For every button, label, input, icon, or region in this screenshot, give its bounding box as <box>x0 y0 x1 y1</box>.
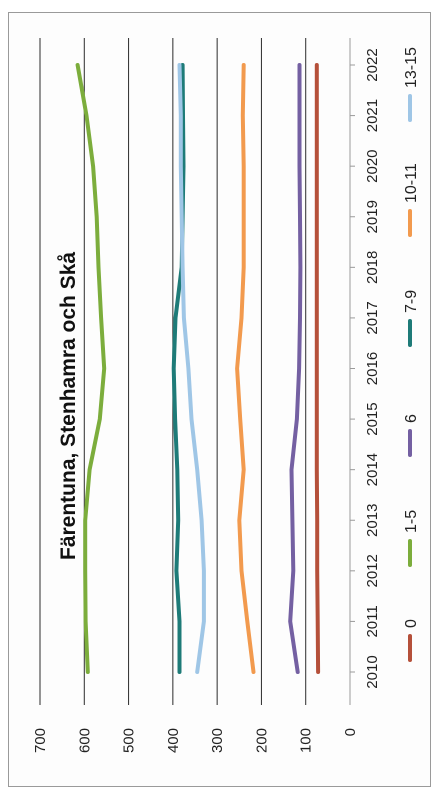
x-tick-label: 2012 <box>364 554 381 587</box>
x-tick-label: 2014 <box>364 453 381 486</box>
chart-title: Färentuna, Stenhamra och Skå <box>57 252 80 560</box>
series-line-0 <box>314 63 321 674</box>
y-tick-label: 500 <box>121 728 138 753</box>
y-tick-label: 300 <box>209 728 226 753</box>
x-tick-label: 2016 <box>364 352 381 385</box>
x-tick-label: 2022 <box>364 48 381 81</box>
x-tick-label: 2018 <box>364 251 381 284</box>
x-tick-label: 2010 <box>364 655 381 688</box>
x-tick-label: 2019 <box>364 200 381 233</box>
legend-label: 10-11 <box>403 163 420 203</box>
y-tick-label: 100 <box>298 728 315 753</box>
x-tick-label: 2011 <box>364 605 381 637</box>
series-line-13-15 <box>177 63 206 674</box>
chart-frame <box>8 12 431 787</box>
y-tick-label: 600 <box>76 728 93 753</box>
x-tick-label: 2017 <box>364 301 381 334</box>
series-line-10-11 <box>235 63 256 674</box>
y-tick-label: 400 <box>165 728 182 753</box>
legend-label: 1-5 <box>403 510 420 533</box>
legend-label: 13-15 <box>403 47 420 88</box>
y-tick-label: 700 <box>32 728 49 753</box>
x-tick-label: 2015 <box>364 402 381 435</box>
series-line-7-9 <box>171 63 186 674</box>
x-tick-label: 2020 <box>364 149 381 182</box>
legend-label: 0 <box>403 619 420 628</box>
series-line-6 <box>288 63 303 674</box>
x-tick-label: 2013 <box>364 504 381 537</box>
y-tick-label: 200 <box>253 728 270 753</box>
legend-label: 7-9 <box>403 290 420 313</box>
y-tick-label: 0 <box>342 728 359 736</box>
x-tick-label: 2021 <box>364 99 381 132</box>
legend-label: 6 <box>403 414 420 423</box>
series-line-1-5 <box>75 63 107 674</box>
